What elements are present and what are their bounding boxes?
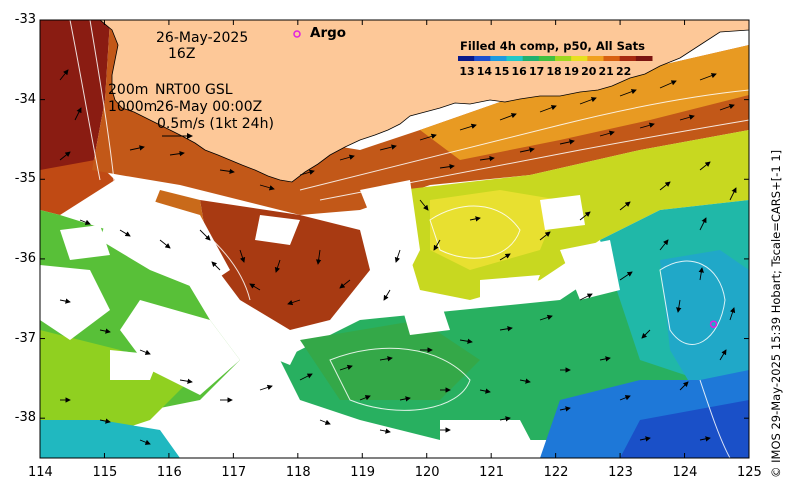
- x-tick-label: 118: [285, 465, 311, 480]
- legend-title: Filled 4h comp, p50, All Sats: [460, 39, 645, 53]
- colorbar-tick-label: 13: [459, 65, 475, 78]
- y-tick-label: -34: [14, 91, 36, 107]
- sst-colorbar: [458, 56, 653, 61]
- annotation-time: 16Z: [168, 46, 196, 62]
- colorbar-swatch: [587, 56, 604, 61]
- y-tick-label: -36: [14, 250, 36, 266]
- colorbar-tick-label: 21: [598, 65, 614, 78]
- credit-text: © IMOS 29-May-2025 15:39 Hobart; Tscale=…: [769, 149, 783, 478]
- x-tick-label: 115: [92, 465, 118, 480]
- colorbar-tick-label: 14: [476, 65, 493, 78]
- colorbar-swatch: [522, 56, 540, 61]
- x-tick-label: 119: [350, 465, 376, 480]
- velocity-arrows: [59, 69, 737, 445]
- annotation-depth-shallow: 200m: [108, 82, 149, 98]
- x-tick-label: 114: [28, 465, 53, 480]
- y-axis: [40, 19, 749, 419]
- x-tick-label: 123: [608, 465, 633, 480]
- x-tick-label: 117: [221, 465, 247, 480]
- cloud-gaps: [40, 180, 620, 458]
- colorbar-tick-label: 17: [528, 65, 545, 78]
- x-tick-label: 122: [543, 465, 569, 480]
- x-tick-label: 116: [156, 465, 182, 480]
- annotation-analysis-time: 26-May 00:00Z: [156, 99, 263, 115]
- x-tick-label: 121: [479, 465, 504, 480]
- annotation-date: 26-May-2025: [156, 30, 249, 46]
- colorbar-tick-label: 18: [546, 65, 562, 78]
- y-tick-label: -33: [14, 12, 36, 27]
- annotation-dataset: NRT00 GSL: [155, 82, 233, 98]
- x-tick-label: 120: [414, 465, 440, 480]
- colorbar-swatch: [619, 56, 637, 61]
- contours: [69, 20, 749, 458]
- colorbar-swatch: [490, 56, 507, 61]
- y-tick-label: -35: [14, 171, 36, 187]
- colorbar-swatch: [458, 56, 475, 61]
- x-axis: [39, 20, 750, 458]
- colorbar-swatch: [603, 56, 621, 61]
- colorbar-swatch: [474, 56, 491, 61]
- annotation-velocity-scale: 0.5m/s (1kt 24h): [157, 116, 274, 132]
- argo-float-marker: [709, 320, 718, 328]
- colorbar-tick-label: 15: [494, 65, 510, 78]
- colorbar-tick-label: 20: [581, 65, 597, 78]
- plot-frame: [39, 19, 750, 459]
- x-tick-label: 124: [672, 465, 698, 480]
- colorbar-swatch: [635, 56, 653, 61]
- colorbar-swatch: [571, 56, 588, 61]
- legend-argo-label: Argo: [310, 25, 347, 41]
- y-tick-label: -38: [14, 410, 36, 426]
- colorbar-swatch: [555, 56, 572, 61]
- annotation-depth-deep: 1000m: [108, 99, 158, 115]
- colorbar-tick-label: 19: [563, 65, 580, 78]
- colorbar-tick-label: 22: [615, 65, 632, 78]
- colorbar-tick-label: 16: [511, 65, 527, 78]
- colorbar-swatch: [506, 56, 524, 61]
- colorbar-swatch: [538, 56, 556, 61]
- y-tick-label: -37: [14, 330, 36, 346]
- x-tick-label: 125: [737, 465, 762, 480]
- legend-argo-icon: [293, 30, 301, 38]
